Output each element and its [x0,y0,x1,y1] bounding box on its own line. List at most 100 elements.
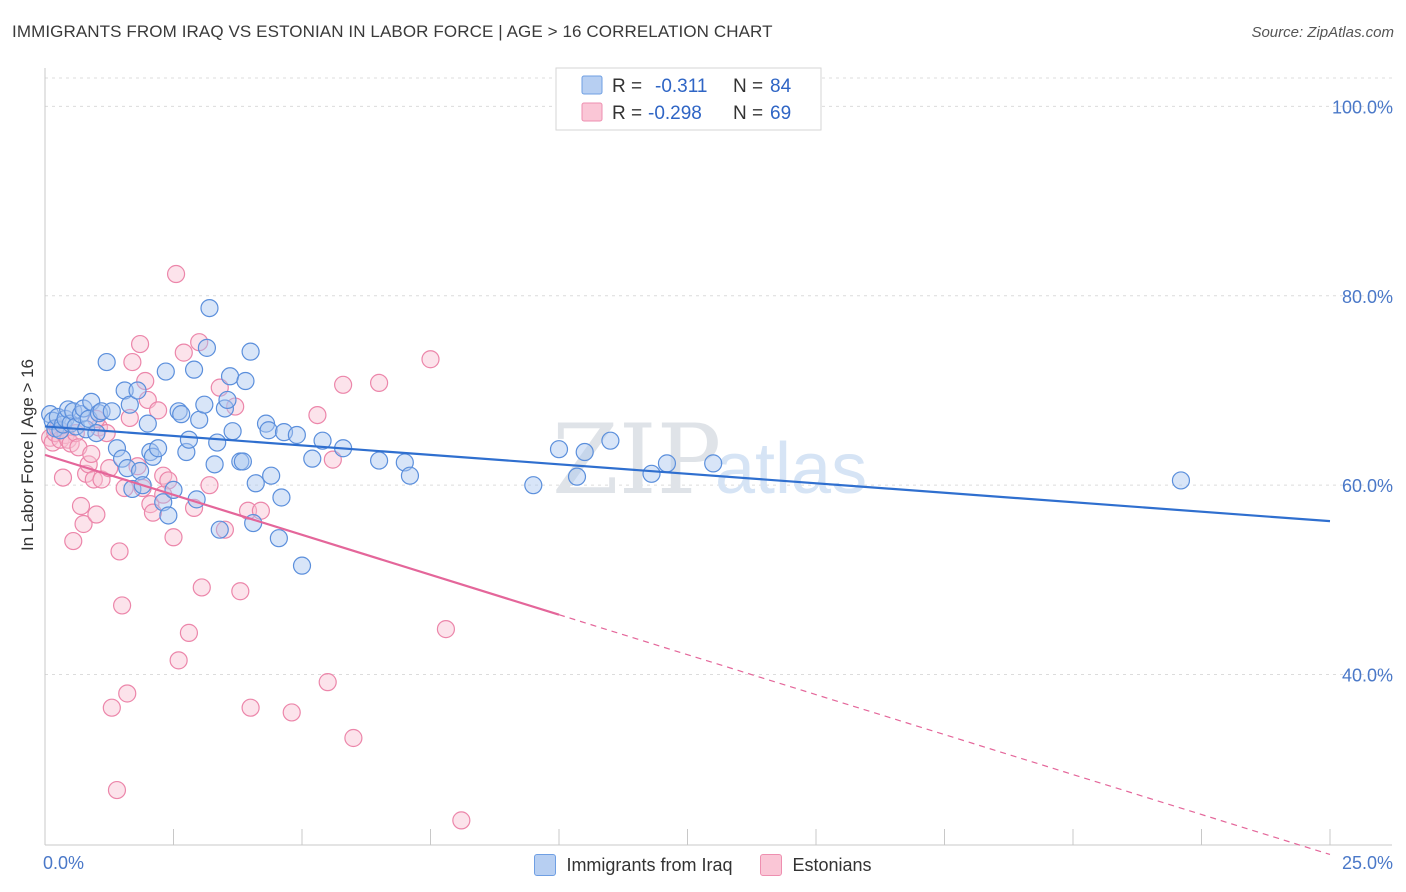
estonians-point [344,728,363,748]
estonians-point [231,582,250,601]
estonians-point [123,352,142,372]
series-swatch-iraq [534,854,557,876]
watermark-zip: ZIP [552,404,721,516]
estonians-point [174,343,193,362]
correlation-legend: R = -0.311 N = 84 R = -0.298 N = 69 [555,67,822,131]
series-legend-item-estonians: Estonians [760,854,872,876]
estonians-point [148,401,168,420]
iraq-point [549,440,569,459]
iraq-point [210,520,229,539]
estonians-point [436,620,456,639]
estonians-point [136,371,155,391]
trend-lines [44,425,1331,856]
iraq-point [102,402,121,421]
iraq-point [107,439,127,458]
estonians-point [452,811,471,830]
estonians-point [282,703,301,722]
estonians-point [64,531,83,551]
estonians-point [87,505,106,524]
iraq-point [97,352,116,372]
estonians-point [318,673,337,692]
estonians-point [97,423,116,443]
iraq-point [172,405,191,424]
chart-title: IMMIGRANTS FROM IRAQ VS ESTONIAN IN LABO… [12,22,773,41]
estonians-trend-line-extrapolated [558,614,1331,856]
iraq-point [130,461,150,481]
iraq-point [143,447,163,466]
iraq-point [292,556,312,575]
iraq-point [246,474,265,493]
estonians-point [53,468,73,487]
series-legend: Immigrants from Iraq Estonians [0,851,1406,879]
watermark: ZIP atlas [552,404,867,516]
iraq-point [190,410,209,429]
estonians-point [159,471,178,490]
estonians-point [102,698,121,717]
iraq-point [200,299,219,318]
x-tick-label: 25.0% [1342,853,1393,873]
watermark-atlas: atlas [715,429,867,509]
iraq-point [272,488,291,507]
series-label-estonians: Estonians [792,854,872,875]
estonians-point [82,444,101,464]
iraq-point [567,467,587,486]
iraq-point [400,466,420,485]
axes [44,68,1392,846]
legend-n-label-estonians: N = [733,103,763,124]
estonians-point [241,698,260,717]
iraq-point [184,360,204,379]
y-axis-label: In Labor Force | Age > 16 [18,359,37,551]
chart-source: Source: ZipAtlas.com [1251,24,1394,41]
iraq-point [218,390,237,410]
iraq-point [169,402,188,421]
iraq-point [128,381,147,400]
estonians-point [118,684,137,703]
series-swatch-estonians [760,854,783,876]
iraq-points [41,299,1191,575]
iraq-point [220,367,240,386]
iraq-point [205,455,224,474]
y-tick-label: 60.0% [1342,476,1393,496]
estonians-point [192,578,211,597]
iraq-point [156,362,175,381]
iraq-point [123,479,142,499]
series-label-iraq: Immigrants from Iraq [566,854,733,875]
legend-r-label-iraq: R = [612,76,642,97]
iraq-point [120,395,139,414]
estonians-point [112,596,132,615]
estonians-point [334,375,353,394]
iraq-point [115,381,134,400]
iraq-point [197,338,217,357]
estonians-point [71,496,91,516]
estonians-point [370,373,389,393]
estonians-point [74,514,93,534]
iraq-point [112,449,132,468]
tick-labels: 100.0% 80.0% 60.0% 40.0% 0.0% 25.0% [43,97,1393,873]
estonians-point [323,450,342,469]
legend-n-value-estonians: 69 [770,103,791,124]
iraq-point [1171,471,1191,490]
estonians-point [179,623,199,642]
estonians-point [215,520,234,539]
iraq-point [195,395,214,414]
iraq-point [575,442,594,462]
iraq-point [179,430,199,449]
estonians-point [200,476,219,495]
iraq-point [208,433,227,452]
estonians-point [308,406,327,425]
legend-swatch-iraq [581,75,603,95]
legend-swatch-estonians [581,102,603,122]
iraq-point [262,466,281,485]
estonians-point [166,264,186,284]
legend-r-value-estonians: -0.298 [648,103,702,124]
iraq-point [92,402,111,421]
iraq-point [223,422,242,441]
legend-n-value-iraq: 84 [770,76,792,97]
estonians-point [110,542,129,561]
iraq-point [233,452,252,471]
estonians-point [169,651,188,670]
iraq-point [642,464,661,483]
iraq-point [241,342,260,361]
iraq-point [269,529,288,548]
